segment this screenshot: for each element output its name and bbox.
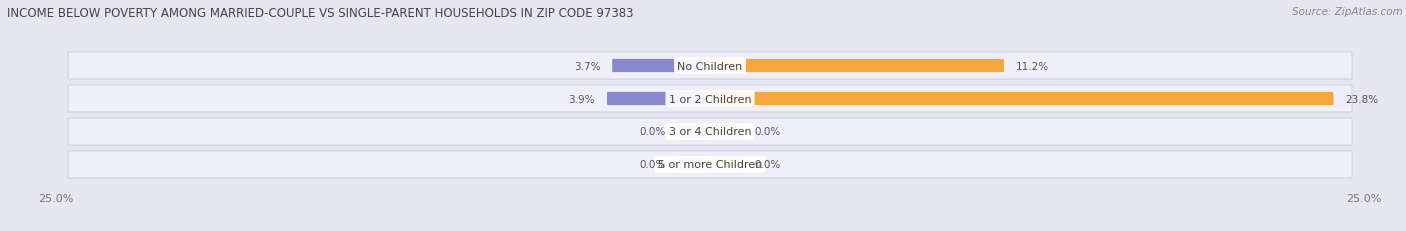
Text: 0.0%: 0.0% — [640, 127, 665, 137]
Text: 0.0%: 0.0% — [755, 127, 780, 137]
Text: 3.9%: 3.9% — [568, 94, 595, 104]
FancyBboxPatch shape — [67, 86, 1353, 112]
Text: 0.0%: 0.0% — [755, 160, 780, 170]
FancyBboxPatch shape — [612, 60, 711, 73]
FancyBboxPatch shape — [67, 119, 1353, 145]
FancyBboxPatch shape — [709, 158, 742, 171]
FancyBboxPatch shape — [607, 92, 711, 106]
Text: INCOME BELOW POVERTY AMONG MARRIED-COUPLE VS SINGLE-PARENT HOUSEHOLDS IN ZIP COD: INCOME BELOW POVERTY AMONG MARRIED-COUPL… — [7, 7, 634, 20]
Text: 1 or 2 Children: 1 or 2 Children — [669, 94, 751, 104]
Text: 11.2%: 11.2% — [1017, 61, 1049, 71]
Text: 3.7%: 3.7% — [574, 61, 600, 71]
FancyBboxPatch shape — [67, 53, 1353, 80]
Text: 3 or 4 Children: 3 or 4 Children — [669, 127, 751, 137]
Text: Source: ZipAtlas.com: Source: ZipAtlas.com — [1292, 7, 1403, 17]
FancyBboxPatch shape — [67, 151, 1353, 178]
FancyBboxPatch shape — [709, 125, 742, 139]
Text: 5 or more Children: 5 or more Children — [658, 160, 762, 170]
Text: No Children: No Children — [678, 61, 742, 71]
Text: 0.0%: 0.0% — [640, 160, 665, 170]
FancyBboxPatch shape — [678, 125, 711, 139]
FancyBboxPatch shape — [709, 60, 1004, 73]
FancyBboxPatch shape — [678, 158, 711, 171]
FancyBboxPatch shape — [709, 92, 1333, 106]
Text: 23.8%: 23.8% — [1346, 94, 1379, 104]
